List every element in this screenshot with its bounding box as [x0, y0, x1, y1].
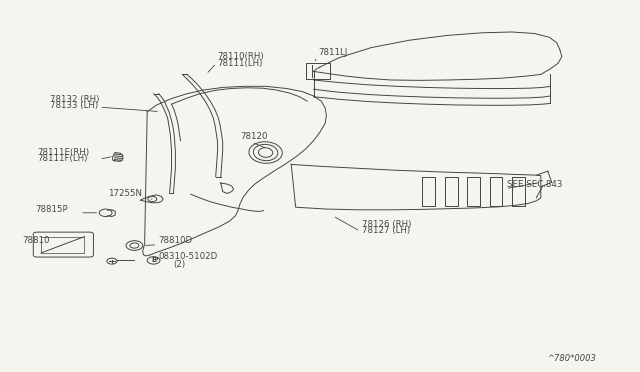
Bar — [306, 63, 330, 79]
Text: (2): (2) — [173, 260, 185, 269]
Text: 78810: 78810 — [22, 236, 50, 245]
Text: SEE SEC.843: SEE SEC.843 — [507, 180, 563, 189]
Text: 17255N: 17255N — [108, 189, 141, 198]
Text: 78126 (RH): 78126 (RH) — [362, 220, 411, 229]
Text: ^780*0003: ^780*0003 — [547, 354, 596, 363]
Text: 78111E(RH): 78111E(RH) — [37, 148, 89, 157]
Text: 78133 (LH): 78133 (LH) — [50, 102, 98, 110]
Bar — [41, 237, 84, 253]
Text: 78110(RH): 78110(RH) — [218, 52, 264, 61]
Text: 78127 (LH): 78127 (LH) — [362, 226, 410, 235]
Text: 78111F(LH): 78111F(LH) — [37, 154, 88, 163]
Text: 78120: 78120 — [240, 132, 268, 141]
Text: 78810D: 78810D — [159, 236, 193, 245]
Text: 78815P: 78815P — [35, 205, 68, 214]
Text: B: B — [151, 257, 156, 263]
Text: 08310-5102D: 08310-5102D — [159, 252, 218, 261]
Text: 78132 (RH): 78132 (RH) — [50, 95, 99, 104]
Text: 78111(LH): 78111(LH) — [218, 59, 263, 68]
Text: 7811LJ: 7811LJ — [319, 48, 348, 57]
